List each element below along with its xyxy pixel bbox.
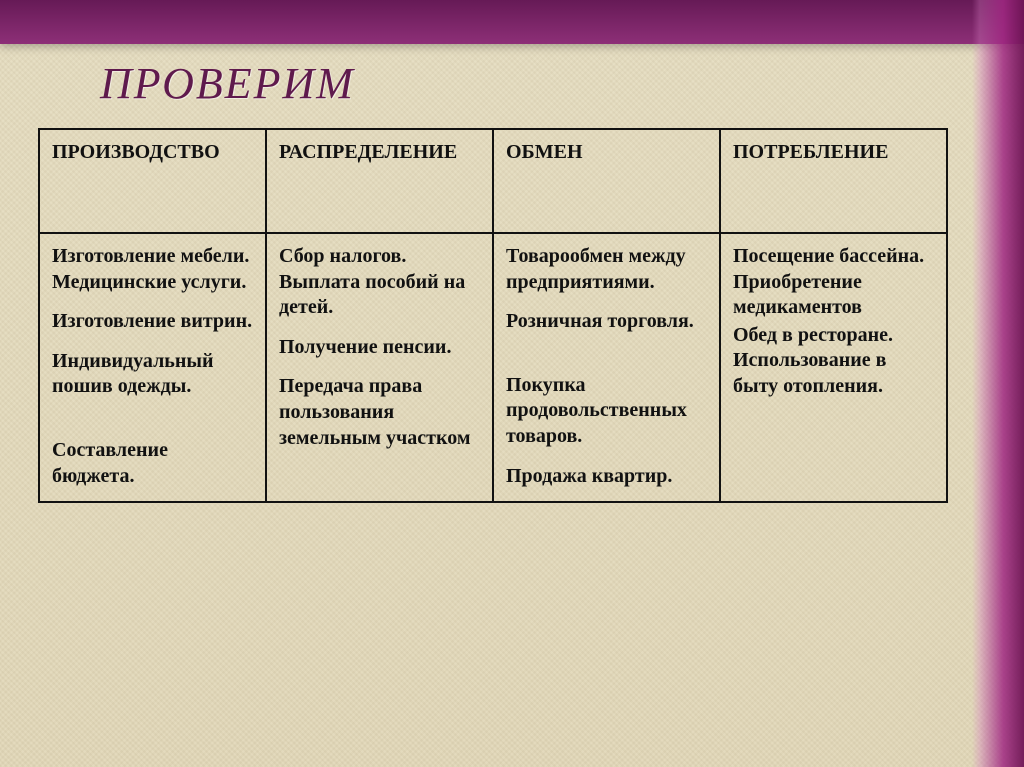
slide-title: ПРОВЕРИМ	[100, 58, 355, 109]
cell-exchange: Товарообмен между предприятиями. Розничн…	[493, 233, 720, 502]
cell-text: Посещение бассейна. Приобретение медикам…	[733, 244, 934, 321]
cell-text: Изготовление витрин.	[52, 309, 253, 335]
table-row: Изготовление мебели. Медицинские услуги.…	[39, 233, 947, 502]
cell-text: Товарообмен между предприятиями.	[506, 244, 707, 295]
cell-text: Передача права пользования земельным уча…	[279, 374, 480, 451]
cell-text: Индивидуальный пошив одежды.	[52, 349, 253, 400]
table: ПРОИЗВОДСТВО РАСПРЕДЕЛЕНИЕ ОБМЕН ПОТРЕБЛ…	[38, 128, 948, 503]
spacer	[506, 349, 707, 373]
col-header-exchange: ОБМЕН	[493, 129, 720, 233]
cell-text: Изготовление мебели. Медицинские услуги.	[52, 244, 253, 295]
cell-text: Сбор налогов. Выплата пособий на детей.	[279, 244, 480, 321]
slide-canvas: ПРОВЕРИМ ПРОИЗВОДСТВО РАСПРЕДЕЛЕНИЕ ОБМЕ…	[0, 0, 1024, 767]
cell-text: Обед в ресторане. Использование в быту о…	[733, 323, 934, 400]
table-header-row: ПРОИЗВОДСТВО РАСПРЕДЕЛЕНИЕ ОБМЕН ПОТРЕБЛ…	[39, 129, 947, 233]
accent-bar-top	[0, 0, 1024, 44]
col-header-production: ПРОИЗВОДСТВО	[39, 129, 266, 233]
comparison-table: ПРОИЗВОДСТВО РАСПРЕДЕЛЕНИЕ ОБМЕН ПОТРЕБЛ…	[38, 128, 948, 503]
col-header-distribution: РАСПРЕДЕЛЕНИЕ	[266, 129, 493, 233]
cell-distribution: Сбор налогов. Выплата пособий на детей. …	[266, 233, 493, 502]
cell-text: Розничная торговля.	[506, 309, 707, 335]
cell-text: Покупка продовольственных товаров.	[506, 373, 707, 450]
accent-bar-right	[972, 0, 1024, 767]
cell-text: Продажа квартир.	[506, 464, 707, 490]
cell-text: Составление бюджета.	[52, 438, 253, 489]
col-header-consumption: ПОТРЕБЛЕНИЕ	[720, 129, 947, 233]
cell-consumption: Посещение бассейна. Приобретение медикам…	[720, 233, 947, 502]
spacer	[52, 414, 253, 438]
cell-production: Изготовление мебели. Медицинские услуги.…	[39, 233, 266, 502]
cell-text: Получение пенсии.	[279, 335, 480, 361]
